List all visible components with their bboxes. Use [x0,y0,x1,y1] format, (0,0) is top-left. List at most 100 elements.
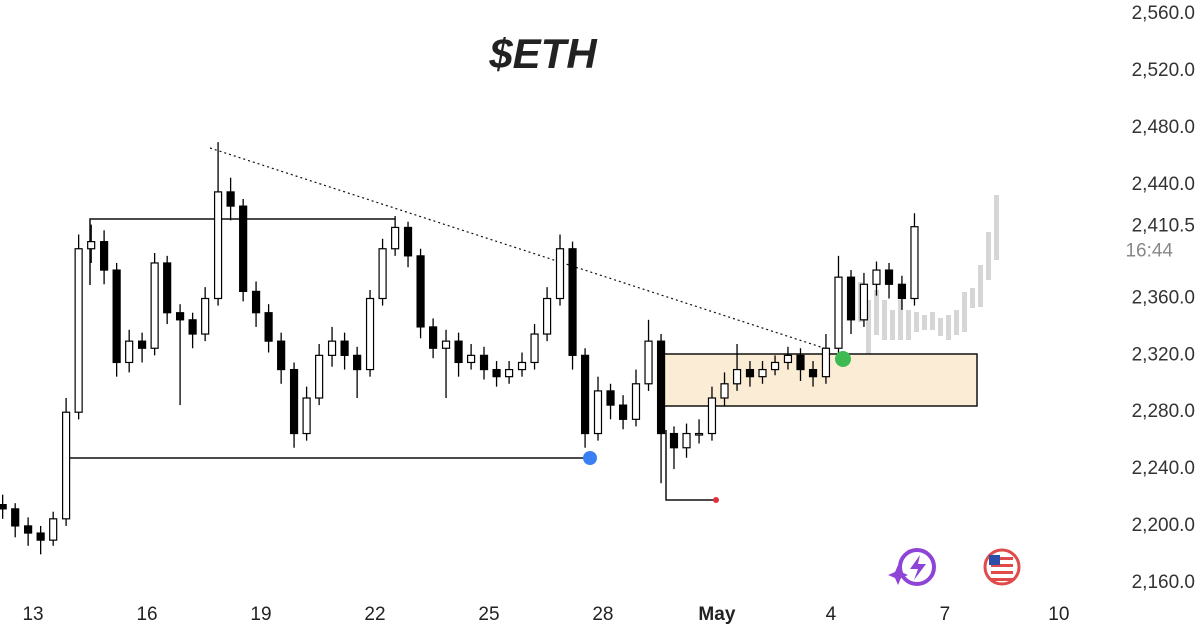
candle-body [125,340,134,364]
candle-body [897,283,907,300]
candle-body [201,297,210,335]
y-tick-label: 2,520.0 [1132,60,1195,81]
candle-body [682,432,691,449]
icon [983,548,1021,586]
candle-body [580,354,590,435]
candle-body [175,312,185,321]
candle-body [454,340,463,364]
candle-body [441,340,451,349]
candle-body [353,354,362,371]
x-tick-label: 22 [364,604,385,625]
candle-body [87,241,96,250]
candle-body [720,383,729,399]
candle-body [631,383,641,420]
x-tick-label: 16 [136,604,157,625]
candle-body [264,312,273,342]
candle-body [99,241,109,271]
candle-body [315,354,324,399]
candle-body [226,191,235,207]
candle-body [872,269,881,285]
candle-body [707,397,717,435]
candle-body [391,226,400,250]
trend-line [209,147,831,351]
candle-body [504,368,514,378]
chart-title: $ETH [488,30,598,77]
candle-body [808,368,818,378]
candle-body [656,340,666,435]
candle-body [416,255,425,328]
candle-body [74,248,83,413]
candle-body [517,361,527,371]
x-tick-label: 4 [826,604,837,625]
y-tick-label: 2,440.0 [1132,174,1195,195]
candle-body [770,361,780,371]
candle-body [834,276,843,349]
candle-body [694,432,704,436]
candle-body [745,368,755,378]
candle-body [0,504,7,510]
candle-body [846,276,856,321]
candle-body [593,390,603,435]
candle-body [429,326,438,349]
candle-body [137,340,147,349]
candle-body [112,269,121,364]
candle-body [11,508,20,527]
y-tick-label: 2,160.0 [1132,572,1195,593]
candle-body [62,411,71,520]
candle-body [49,518,58,541]
y-tick-label: 2,480.0 [1132,117,1195,138]
countdown: 16:44 [1125,241,1173,262]
candle-body [530,333,539,364]
candle-body [302,397,311,435]
candle-body [24,525,33,534]
icon [888,548,936,586]
x-tick-label: May [698,604,735,625]
candle-body [467,354,476,364]
low-line [665,430,716,501]
candle-body [277,340,286,371]
x-tick-label: 19 [250,604,271,625]
x-tick-label: 13 [22,604,43,625]
candle-body [644,340,653,385]
candle-body [327,340,337,356]
candle-body [568,248,577,356]
candle-body [821,347,831,378]
x-axis-band [0,600,1200,639]
marker [583,451,597,465]
candle-body [163,262,172,314]
y-tick-label: 2,320.0 [1132,344,1195,365]
candle-body [378,248,387,300]
candle-body [479,354,489,371]
candle-body [36,532,45,541]
marker [713,497,719,503]
candle-body [606,390,615,406]
candle-body [910,226,919,300]
candle-body [492,368,501,378]
candle-body [239,205,248,292]
candle-body [289,368,299,435]
y-tick-label: 2,560.0 [1132,3,1195,24]
candle-body [365,297,375,371]
candle-body [188,319,197,335]
y-tick-label: 2,200.0 [1132,515,1195,536]
projection [858,195,999,365]
x-tick-label: 10 [1048,604,1069,625]
candles [0,142,919,555]
candle-body [340,340,349,356]
candle-body [796,354,805,371]
candle-body [859,283,869,321]
zone [659,353,978,407]
range-box [89,218,395,285]
candle-body [618,404,628,420]
candle-body [732,368,742,385]
candle-body [251,290,261,314]
x-tick-label: 28 [592,604,613,625]
candle-body [542,297,552,335]
y-tick-label: 2,280.0 [1132,401,1195,422]
y-tick-label: 2,360.0 [1132,288,1195,309]
candle-body [758,368,767,378]
candle-body [150,262,159,349]
x-tick-label: 7 [940,604,951,625]
